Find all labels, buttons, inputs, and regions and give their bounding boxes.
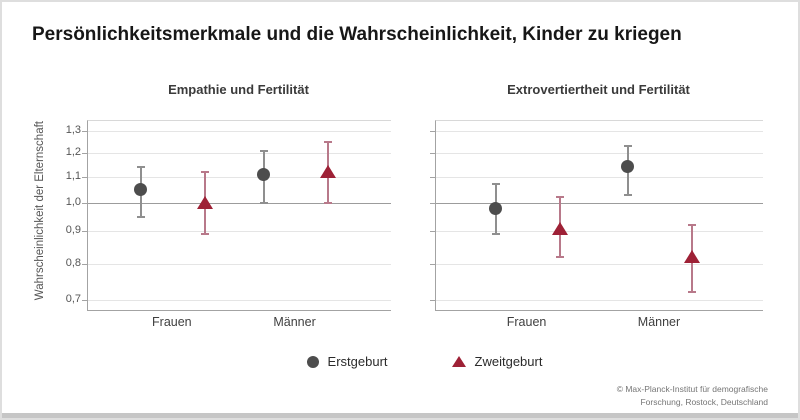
errorbar-cap-low-zweitgeburt-manner [687,291,696,294]
gridline [436,176,763,178]
x-category-label-frauen: Frauen [506,315,547,329]
y-axis-tick-labels: 1,3 1,2 1,1 1,0 0,9 0,8 0,7 [50,120,83,309]
data-point-erstgeburt-frauen [489,201,503,215]
y-tick-label-1-3: 1,3 [65,124,81,136]
legend-item-erstgeburt: Erstgeburt [306,354,388,369]
gridline [88,176,391,178]
y-axis-tickmark [430,176,436,178]
source-attribution: © Max-Planck-Institut für demografische … [617,383,768,408]
gridline [88,131,391,132]
y-tick-label-0-8: 0,8 [65,256,81,269]
x-category-label-frauen: Frauen [152,315,192,329]
y-tick-label-0-9: 0,9 [65,224,81,237]
y-axis-tickmark [430,202,436,204]
y-tick-label-0-7: 0,7 [65,293,81,305]
y-axis-title: Wahrscheinlichkeit der Elternschaft [34,121,46,301]
bottom-border-strip [2,413,798,418]
errorbar-cap-low-erstgeburt-manner [623,193,632,196]
x-category-label-manner: Männer [273,315,316,329]
errorbar-cap-high-erstgeburt-manner [259,149,268,152]
legend-label-zweitgeburt: Zweitgeburt [474,354,543,369]
source-line-2: Forschung, Rostock, Deutschland [640,396,768,407]
panel-title-empathie: Empathie und Fertilität [168,82,309,97]
y-axis-title-wrap: Wahrscheinlichkeit der Elternschaft [32,105,48,317]
y-axis-tickmark [430,300,436,301]
circle-marker-icon [306,355,319,368]
errorbar-cap-high-zweitgeburt-frauen [200,170,209,173]
gridline [88,231,391,233]
y-tick-label-1-0: 1,0 [65,195,81,208]
errorbar-cap-low-erstgeburt-manner [259,201,268,204]
gridline [88,300,391,301]
y-axis-tickmark [430,231,436,233]
legend-label-erstgeburt: Erstgeburt [327,354,388,369]
reference-line-1-0 [436,202,763,204]
errorbar-cap-high-erstgeburt-frauen [136,165,145,168]
errorbar-cap-low-erstgeburt-frauen [136,215,145,218]
y-tick-label-1-1: 1,1 [65,169,81,182]
gridline [436,131,763,132]
triangle-marker-icon [451,356,466,367]
data-point-erstgeburt-manner [257,167,271,181]
errorbar-cap-high-erstgeburt-frauen [491,183,500,186]
errorbar-cap-low-erstgeburt-frauen [491,233,500,236]
y-axis-tickmark [82,202,88,204]
gridline [436,263,763,265]
gridline [88,263,391,265]
errorbar-cap-low-zweitgeburt-manner [323,201,332,204]
errorbar-cap-high-zweitgeburt-manner [687,224,696,227]
data-point-erstgeburt-frauen [134,182,148,196]
legend-item-zweitgeburt: Zweitgeburt [451,354,543,369]
y-axis-tickmark [82,131,88,132]
chart-title: Persönlichkeitsmerkmale und die Wahrsche… [32,24,682,45]
errorbar-cap-high-zweitgeburt-frauen [555,196,564,199]
data-point-zweitgeburt-manner [319,165,336,179]
plot-area-extrovertiertheit [430,120,763,311]
y-tick-label-1-2: 1,2 [65,145,81,158]
y-axis-tickmark [430,263,436,265]
gridline [436,300,763,301]
source-line-1: © Max-Planck-Institut für demografische [616,384,768,395]
y-axis-tickmark [82,176,88,178]
data-point-erstgeburt-manner [621,160,635,174]
y-axis-tickmark [430,131,436,132]
y-axis-tickmark [82,152,88,154]
y-axis-tickmark [82,231,88,233]
reference-line-1-0 [88,202,391,204]
y-axis-tickmark [82,263,88,265]
errorbar-cap-high-zweitgeburt-manner [323,140,332,143]
errorbar-cap-low-zweitgeburt-frauen [555,255,564,258]
y-axis-tickmark [82,300,88,301]
y-axis-tickmark [430,152,436,154]
x-category-label-manner: Männer [637,315,681,329]
gridline [88,152,391,154]
legend: Erstgeburt Zweitgeburt [87,354,762,369]
data-point-zweitgeburt-manner [683,250,700,264]
gridline [436,152,763,154]
plot-area-empathie [82,120,391,311]
data-point-zweitgeburt-frauen [551,221,568,235]
errorbar-cap-high-erstgeburt-manner [623,145,632,148]
errorbar-cap-low-zweitgeburt-frauen [200,233,209,236]
gridline [436,231,763,233]
panel-title-extrovertiertheit: Extrovertiertheit und Fertilität [507,82,690,97]
data-point-zweitgeburt-frauen [196,196,213,210]
